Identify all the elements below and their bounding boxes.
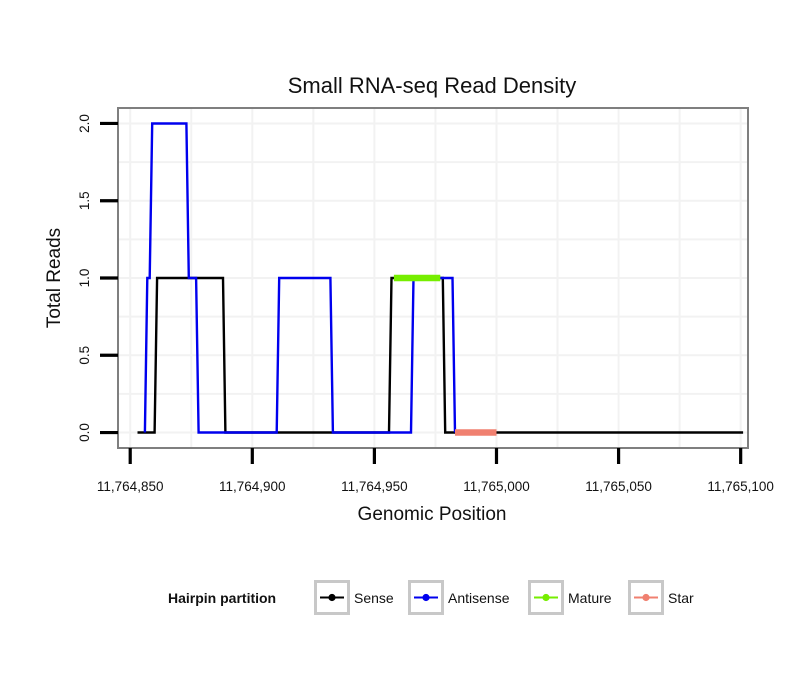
legend-title: Hairpin partition <box>168 590 276 606</box>
legend-key-point <box>328 593 336 602</box>
series-line-sense <box>137 276 744 434</box>
x-tick-label: 11,764,850 <box>97 479 164 494</box>
x-tick-label: 11,765,000 <box>463 479 530 494</box>
x-tick-label: 11,765,100 <box>707 479 774 494</box>
chart-title: Small RNA-seq Read Density <box>288 73 577 98</box>
legend-label: Mature <box>568 590 612 606</box>
legend-item-sense: Sense <box>314 580 394 615</box>
y-tick-label: 1.0 <box>77 269 92 288</box>
legend-label: Sense <box>354 590 394 606</box>
x-axis-ticks: 11,764,850 11,764,900 11,764,950 11,765,000… <box>97 448 774 494</box>
x-tick-label: 11,764,900 <box>219 479 286 494</box>
legend-item-mature: Mature <box>528 580 612 615</box>
y-tick-label: 1.5 <box>77 191 92 210</box>
legend: Hairpin partition Sense Antisense Mature St… <box>168 580 694 615</box>
legend-label: Star <box>668 590 694 606</box>
x-tick-label: 11,765,050 <box>585 479 652 494</box>
grid-lines <box>118 108 748 448</box>
y-tick-label: 0.5 <box>77 346 92 365</box>
y-tick-label: 0.0 <box>77 423 92 442</box>
x-axis-title: Genomic Position <box>358 504 507 525</box>
legend-item-star: Star <box>628 580 694 615</box>
legend-key-point <box>422 593 430 602</box>
legend-label: Antisense <box>448 590 510 606</box>
legend-key-point <box>642 593 650 602</box>
y-axis-ticks: 0.0 0.5 1.0 1.5 2.0 <box>77 114 118 442</box>
y-axis-title: Total Reads <box>44 228 65 328</box>
x-tick-label: 11,764,950 <box>341 479 408 494</box>
series-layer <box>137 122 744 436</box>
series-line-antisense <box>143 122 457 434</box>
legend-key-point <box>542 593 550 602</box>
legend-item-antisense: Antisense <box>408 580 510 615</box>
y-tick-label: 2.0 <box>77 114 92 133</box>
